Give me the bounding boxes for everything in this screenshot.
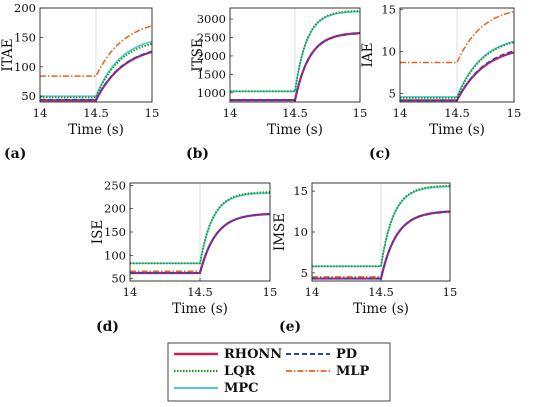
y-tick-label: 150 [104, 225, 126, 239]
panel-tag: (d) [96, 319, 119, 335]
series-line-mlp [400, 10, 514, 64]
x-tick-label: 14.5 [282, 106, 308, 120]
panel-tag: (c) [369, 146, 391, 162]
panel-tag: (b) [186, 146, 209, 162]
series-group [130, 191, 270, 275]
y-tick-label: 250 [104, 178, 126, 192]
y-tick-label: 15 [293, 184, 308, 198]
series-group [312, 184, 450, 280]
x-axis-label: Time (s) [68, 122, 124, 138]
y-tick-label: 10 [293, 225, 308, 239]
chart-panels: 14 14.5 15 50 100 150 200 Time (s) ITAE (a) 14 14.5… [0, 1, 521, 335]
x-tick-label: 15 [353, 106, 368, 120]
y-tick-label: 1000 [197, 86, 226, 100]
x-tick-label: 14.5 [187, 285, 213, 299]
y-tick-label: 5 [301, 266, 308, 280]
x-axis-label: Time (s) [353, 301, 409, 317]
legend-label-mlp: MLP [336, 364, 370, 379]
x-tick-label: 14.5 [444, 106, 470, 120]
x-tick-label: 15 [263, 285, 278, 299]
series-line-lqr [400, 41, 514, 99]
x-tick-label: 15 [443, 285, 458, 299]
y-tick-label: 1500 [197, 67, 226, 81]
y-tick-label: 100 [14, 60, 36, 74]
chart-panel-e: 14 14.5 15 5 10 15 Time (s) IMSE (e) [272, 182, 458, 335]
y-tick-label: 100 [104, 248, 126, 262]
x-tick-label: 15 [507, 106, 522, 120]
legend-label-pd: PD [336, 347, 357, 362]
y-axis-label: ITSE [190, 38, 206, 71]
series-line-lqr [230, 9, 360, 93]
x-tick-label: 14.5 [368, 285, 394, 299]
x-tick-label: 14 [305, 285, 320, 299]
series-line-pd [130, 213, 270, 274]
legend: RHONN PD LQR MLP MPC [167, 342, 391, 402]
x-tick-label: 14 [223, 106, 238, 120]
y-tick-label: 3000 [197, 12, 226, 26]
x-tick-label: 14 [33, 106, 48, 120]
chart-panel-c: 14 14.5 15 5 10 15 Time (s) IAE (c) [360, 3, 521, 162]
y-tick-label: 50 [111, 272, 126, 286]
series-line-lqr [40, 42, 152, 99]
y-tick-label: 200 [104, 202, 126, 216]
x-tick-label: 14 [123, 285, 138, 299]
y-tick-label: 10 [381, 45, 396, 59]
chart-panel-a: 14 14.5 15 50 100 150 200 Time (s) ITAE (a) [0, 1, 159, 162]
y-axis-label: IAE [360, 43, 376, 68]
x-tick-label: 14.5 [83, 106, 109, 120]
panel-tag: (a) [4, 146, 26, 162]
legend-label-lqr: LQR [224, 364, 255, 379]
legend-label-rhonn: RHONN [224, 347, 282, 362]
series-line-lqr [312, 184, 450, 268]
y-axis-label: ISE [90, 220, 106, 244]
y-axis-label: IMSE [272, 213, 288, 251]
chart-panel-d: 14 14.5 15 50 100 150 200 250 Time (s) ISE (d) [90, 178, 277, 335]
y-tick-label: 5 [389, 87, 396, 101]
y-tick-label: 200 [14, 1, 36, 15]
panel-tag: (e) [279, 319, 301, 335]
x-tick-label: 15 [145, 106, 160, 120]
series-line-lqr [130, 191, 270, 265]
y-tick-label: 15 [381, 3, 396, 17]
chart-panel-b: 14 14.5 15 1000 1500 2000 2500 3000 Time (s) ITSE… [186, 7, 368, 162]
x-axis-label: Time (s) [172, 301, 228, 317]
y-axis-label: ITAE [0, 38, 16, 71]
y-tick-label: 50 [21, 89, 36, 103]
x-tick-label: 14 [393, 106, 408, 120]
x-axis-label: Time (s) [267, 122, 323, 138]
y-tick-label: 2500 [197, 30, 226, 44]
x-axis-label: Time (s) [429, 122, 485, 138]
y-tick-label: 150 [14, 30, 36, 44]
y-tick-label: 2000 [197, 49, 226, 63]
legend-label-mpc: MPC [224, 381, 259, 396]
